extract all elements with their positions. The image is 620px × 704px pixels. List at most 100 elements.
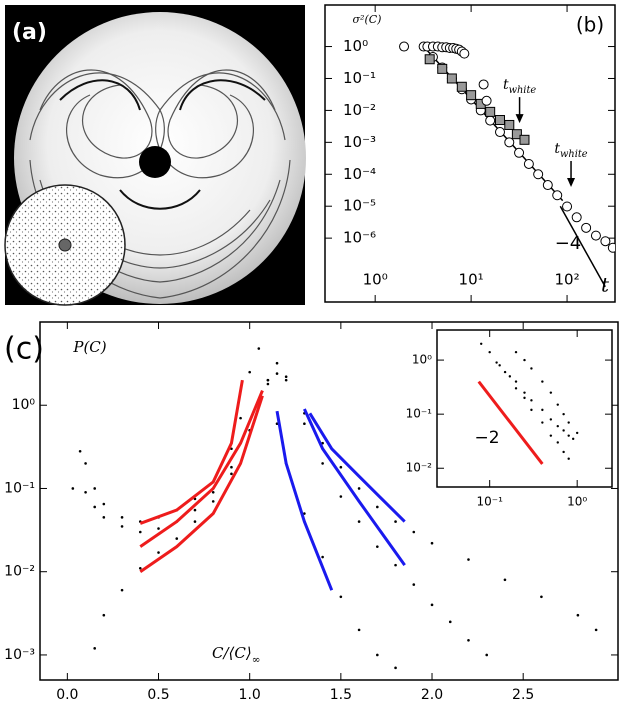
y-axis-label: P(C) [72,338,106,356]
curve [139,379,244,525]
dot-marker [211,490,215,494]
y-tick-label: 10⁻² [4,564,35,580]
circle-marker [399,41,410,52]
circle-marker [514,147,525,158]
dot-marker [376,505,379,509]
dot-marker [514,380,518,383]
curve [139,390,264,548]
dot-marker [303,512,306,515]
dot-marker [357,520,361,523]
dot-marker [376,545,379,548]
dot-marker [541,380,544,383]
x-tick-label: 10¹ [459,271,484,289]
x-tick-label: 0.0 [56,687,78,703]
arrow-head [567,177,576,187]
square-marker [466,90,477,101]
dot-marker [138,566,142,570]
plot-area [71,347,598,670]
circle-marker [571,212,582,223]
dot-marker [339,495,343,498]
dot-marker [102,502,106,506]
dot-marker [275,372,279,375]
y-tick-label: 10⁰ [12,397,36,413]
dot-marker [284,375,288,379]
plot-area [399,41,615,288]
dot-marker [541,408,544,412]
annotation: twhite [503,77,536,96]
dot-marker [84,462,87,465]
dot-marker [78,449,82,453]
dot-marker [523,396,526,400]
square-marker [437,63,448,74]
x-tick-label: 2.0 [421,687,443,703]
dot-marker [394,666,397,670]
curve [477,380,544,465]
inset-obstacle [58,238,72,252]
dot-marker [530,367,533,370]
panel-label: (b) [576,13,604,37]
dot-marker [211,500,215,503]
dot-marker [248,370,251,374]
dot-marker [448,620,452,624]
circle-marker [542,180,553,191]
annotation-sub: white [509,85,537,96]
y-tick-label: 10⁻⁵ [343,197,376,215]
curve [275,410,334,591]
y-tick-label: 10⁻³ [4,647,35,663]
circle-marker [478,79,489,90]
x-tick-label: 10⁰ [363,271,388,289]
dot-marker [485,653,489,657]
dot-marker [562,450,565,454]
curve [303,408,406,566]
dot-marker [530,399,533,402]
dot-marker [257,347,261,350]
dot-marker [556,403,559,406]
dot-marker [540,595,543,599]
x-tick-label: 10⁻¹ [476,495,503,509]
y-tick-label: 10⁻⁴ [343,165,376,183]
dot-marker [575,431,579,435]
plot-frame [436,329,613,488]
square-marker [485,106,496,117]
dot-marker [339,465,343,469]
slope-label: −4 [555,233,582,254]
dot-marker [175,537,179,540]
circle-marker [607,242,615,253]
dot-marker [571,437,575,441]
square-marker [424,54,435,65]
x-axis-label: C/⟨C⟩∞ [212,644,260,666]
annotation-sub: white [560,149,588,160]
dot-marker [556,424,559,428]
x-tick-label: 2.5 [512,687,534,703]
y-tick-label: 10⁻¹ [406,407,433,421]
dot-marker [266,378,270,382]
panel-label: (a) [12,20,47,45]
y-tick-label: 10⁻³ [343,133,376,151]
circle-marker [459,48,470,59]
dot-marker [594,628,598,632]
dot-marker [576,613,580,617]
dot-marker [102,516,106,519]
dot-marker [495,361,498,364]
x-axis-label-sub: ∞ [252,654,261,666]
dot-marker [549,418,553,421]
panel-label: (c) [4,332,44,367]
dot-marker [412,583,416,586]
curve [139,395,264,573]
dot-marker [230,472,233,476]
dot-marker [412,530,416,534]
dot-marker [567,434,570,437]
dot-marker [284,378,288,382]
dot-marker [503,370,507,374]
dot-marker [157,551,160,554]
square-marker [446,73,457,84]
dot-marker [562,412,565,416]
y-tick-label: 10⁻¹ [4,480,35,496]
dot-marker [230,447,233,451]
dot-marker [430,541,434,545]
x-tick-label: 0.5 [147,687,169,703]
y-tick-label: 10⁻² [343,101,376,119]
square-marker [504,119,515,130]
arrow-head [515,114,524,124]
